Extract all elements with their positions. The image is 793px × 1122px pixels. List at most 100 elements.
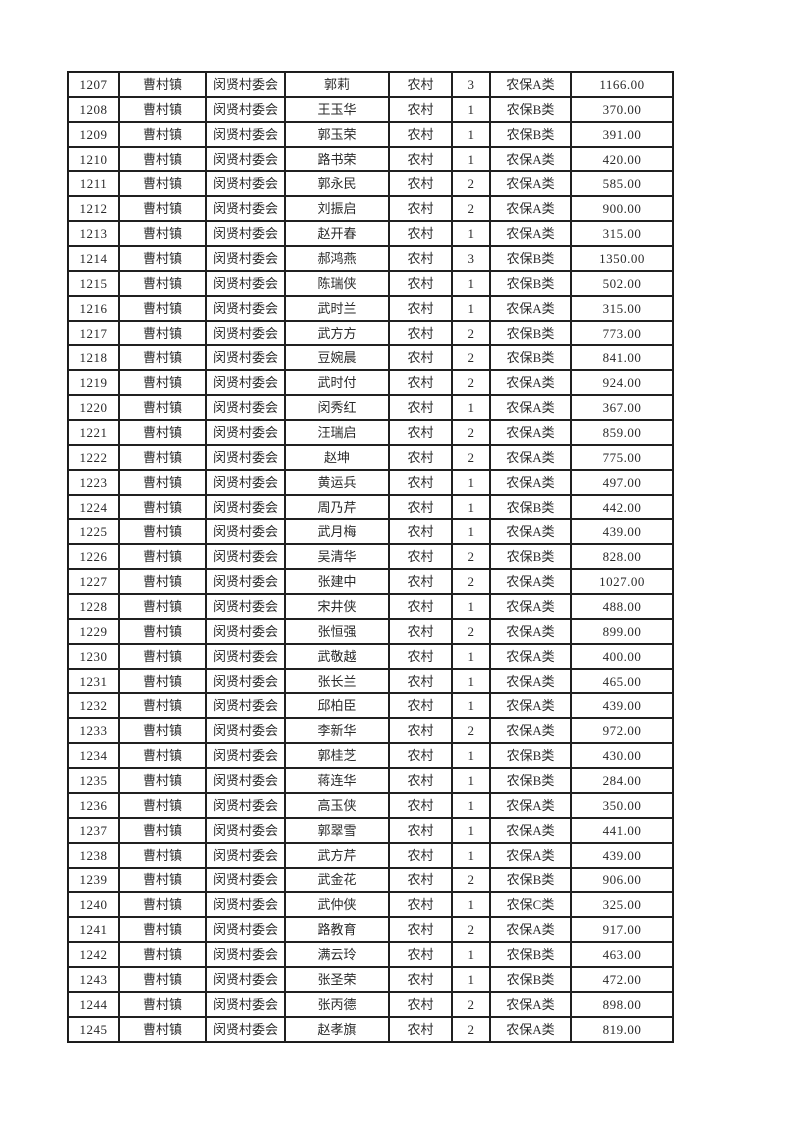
cell-person-name: 武敬越 [285,643,389,669]
cell-person-count: 1 [452,221,490,247]
table-row: 1216 曹村镇 闵贤村委会 武时兰 农村 1 农保A类 315.00 [68,295,673,321]
cell-person-count: 2 [452,320,490,346]
table-row: 1208 曹村镇 闵贤村委会 王玉华 农村 1 农保B类 370.00 [68,96,673,122]
cell-residence-type: 农村 [389,171,452,197]
cell-insurance-category: 农保A类 [490,643,571,669]
cell-sequence-number: 1242 [68,942,119,967]
cell-town: 曹村镇 [119,867,206,893]
cell-sequence-number: 1212 [68,196,119,222]
cell-insurance-category: 农保A类 [490,196,571,222]
cell-sequence-number: 1241 [68,917,119,943]
cell-town: 曹村镇 [119,569,206,595]
cell-village-committee: 闵贤村委会 [206,594,285,619]
cell-insurance-category: 农保B类 [490,544,571,570]
cell-person-name: 李新华 [285,718,389,744]
cell-residence-type: 农村 [389,768,452,793]
cell-insurance-category: 农保A类 [490,842,571,868]
cell-amount: 370.00 [571,96,673,122]
cell-residence-type: 农村 [389,643,452,669]
cell-town: 曹村镇 [119,295,206,321]
cell-residence-type: 农村 [389,743,452,769]
cell-residence-type: 农村 [389,544,452,570]
cell-insurance-category: 农保B类 [490,270,571,296]
table-row: 1239 曹村镇 闵贤村委会 武金花 农村 2 农保B类 906.00 [68,867,673,893]
cell-town: 曹村镇 [119,370,206,396]
cell-person-name: 武方芹 [285,842,389,868]
cell-person-count: 1 [452,966,490,992]
cell-amount: 585.00 [571,171,673,197]
cell-town: 曹村镇 [119,718,206,744]
cell-village-committee: 闵贤村委会 [206,544,285,570]
cell-amount: 325.00 [571,892,673,918]
cell-person-name: 黄运兵 [285,469,389,495]
cell-village-committee: 闵贤村委会 [206,643,285,669]
cell-village-committee: 闵贤村委会 [206,768,285,793]
cell-amount: 898.00 [571,991,673,1017]
cell-insurance-category: 农保A类 [490,72,571,97]
cell-sequence-number: 1207 [68,72,119,97]
cell-residence-type: 农村 [389,942,452,967]
cell-person-count: 1 [452,842,490,868]
cell-insurance-category: 农保A类 [490,594,571,619]
cell-residence-type: 农村 [389,146,452,172]
table-row: 1235 曹村镇 闵贤村委会 蒋连华 农村 1 农保B类 284.00 [68,768,673,793]
cell-residence-type: 农村 [389,96,452,122]
cell-residence-type: 农村 [389,395,452,421]
cell-person-name: 张长兰 [285,668,389,694]
cell-sequence-number: 1230 [68,643,119,669]
cell-village-committee: 闵贤村委会 [206,221,285,247]
cell-person-count: 1 [452,519,490,545]
cell-sequence-number: 1228 [68,594,119,619]
pension-roster-table: 1207 曹村镇 闵贤村委会 郭莉 农村 3 农保A类 1166.00 1208… [67,71,674,1043]
cell-town: 曹村镇 [119,966,206,992]
cell-person-name: 武时兰 [285,295,389,321]
cell-village-committee: 闵贤村委会 [206,494,285,520]
cell-person-name: 蒋连华 [285,768,389,793]
cell-person-count: 2 [452,1016,490,1042]
cell-residence-type: 农村 [389,618,452,644]
cell-town: 曹村镇 [119,668,206,694]
table-row: 1236 曹村镇 闵贤村委会 高玉侠 农村 1 农保A类 350.00 [68,792,673,818]
table-row: 1219 曹村镇 闵贤村委会 武时付 农村 2 农保A类 924.00 [68,370,673,396]
cell-town: 曹村镇 [119,842,206,868]
cell-sequence-number: 1227 [68,569,119,595]
cell-village-committee: 闵贤村委会 [206,569,285,595]
cell-sequence-number: 1225 [68,519,119,545]
cell-amount: 773.00 [571,320,673,346]
table-row: 1212 曹村镇 闵贤村委会 刘振启 农村 2 农保A类 900.00 [68,196,673,222]
cell-insurance-category: 农保A类 [490,171,571,197]
cell-person-name: 郭玉荣 [285,121,389,147]
table-row: 1229 曹村镇 闵贤村委会 张恒强 农村 2 农保A类 899.00 [68,618,673,644]
cell-town: 曹村镇 [119,693,206,719]
cell-amount: 906.00 [571,867,673,893]
cell-village-committee: 闵贤村委会 [206,519,285,545]
cell-person-count: 2 [452,569,490,595]
cell-person-name: 满云玲 [285,942,389,967]
cell-residence-type: 农村 [389,196,452,222]
cell-person-count: 2 [452,196,490,222]
table-row: 1225 曹村镇 闵贤村委会 武月梅 农村 1 农保A类 439.00 [68,519,673,545]
table-row: 1217 曹村镇 闵贤村委会 武方方 农村 2 农保B类 773.00 [68,320,673,346]
table-row: 1233 曹村镇 闵贤村委会 李新华 农村 2 农保A类 972.00 [68,718,673,744]
cell-residence-type: 农村 [389,295,452,321]
cell-amount: 420.00 [571,146,673,172]
cell-town: 曹村镇 [119,917,206,943]
cell-person-count: 1 [452,494,490,520]
cell-person-count: 1 [452,743,490,769]
cell-town: 曹村镇 [119,743,206,769]
table-row: 1218 曹村镇 闵贤村委会 豆婉晨 农村 2 农保B类 841.00 [68,345,673,371]
cell-amount: 1350.00 [571,246,673,271]
cell-amount: 899.00 [571,618,673,644]
cell-residence-type: 农村 [389,842,452,868]
cell-person-name: 路教育 [285,917,389,943]
cell-person-name: 张丙德 [285,991,389,1017]
table-row: 1232 曹村镇 闵贤村委会 邱柏臣 农村 1 农保A类 439.00 [68,693,673,719]
cell-insurance-category: 农保C类 [490,892,571,918]
cell-insurance-category: 农保A类 [490,221,571,247]
cell-person-count: 1 [452,270,490,296]
table-row: 1224 曹村镇 闵贤村委会 周乃芹 农村 1 农保B类 442.00 [68,494,673,520]
cell-person-count: 1 [452,817,490,843]
cell-residence-type: 农村 [389,320,452,346]
cell-person-name: 刘振启 [285,196,389,222]
cell-sequence-number: 1211 [68,171,119,197]
